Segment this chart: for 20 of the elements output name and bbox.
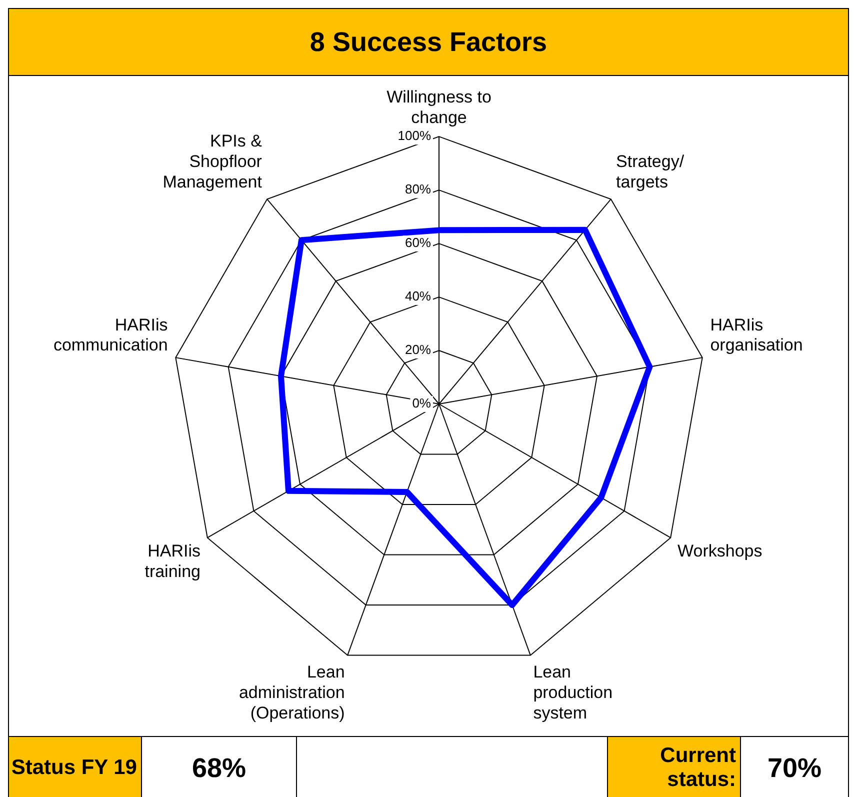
y-tick-label: 0% [412,396,432,411]
y-tick-label: 60% [404,235,432,250]
spoke-label: Workshops [678,542,762,561]
y-tick-label: 100% [398,128,432,144]
y-tick-label: 80% [404,182,432,197]
spoke-label: Willingness to change [386,88,492,128]
y-tick-label: 20% [404,342,432,358]
text: 68% [142,737,297,797]
spoke-label: Lean production system [533,662,613,722]
y-tick-label: 40% [404,288,432,304]
spoke-label: KPIs & Shopfloor Management [162,132,263,192]
text: Status FY 19 [9,737,142,797]
spoke-label: HARIis organisation [710,315,803,355]
spoke-label: Lean administration (Operations) [238,662,345,722]
spoke-label: HARIis training [144,542,200,581]
text: Current status: [608,737,741,797]
chart-title: 8 Success Factors [9,9,848,76]
spoke-label: HARIis communication [53,315,168,355]
spoke-label: Strategy/ targets [616,152,684,192]
text: 70% [741,737,848,797]
